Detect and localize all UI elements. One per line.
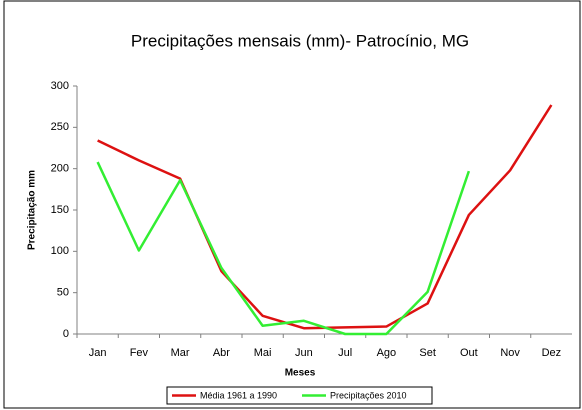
x-tick-label: Fev bbox=[130, 347, 149, 359]
x-tick-label: Nov bbox=[500, 347, 520, 359]
chart-title: Precipitações mensais (mm)- Patrocínio, … bbox=[131, 31, 469, 50]
y-tick-label: 300 bbox=[51, 80, 69, 92]
x-tick-label: Abr bbox=[213, 347, 230, 359]
y-tick-label: 0 bbox=[63, 328, 69, 340]
y-tick-label: 250 bbox=[51, 121, 69, 133]
x-tick-label: Dez bbox=[542, 347, 562, 359]
x-tick-label: Out bbox=[460, 347, 478, 359]
series-line bbox=[96, 161, 471, 336]
x-tick-label: Mai bbox=[254, 347, 272, 359]
y-tick-label: 200 bbox=[51, 163, 69, 175]
y-tick-label: 100 bbox=[51, 245, 69, 257]
x-tick-label: Jul bbox=[338, 347, 352, 359]
x-axis-label: Meses bbox=[285, 368, 316, 379]
y-tick-label: 50 bbox=[57, 287, 69, 299]
x-tick-label: Mar bbox=[171, 347, 190, 359]
legend-label: Precipitações 2010 bbox=[330, 390, 407, 400]
legend-box bbox=[166, 386, 433, 405]
y-axis-label: Precipitação mm bbox=[27, 170, 38, 250]
x-tick-label: Set bbox=[419, 347, 436, 359]
x-tick-label: Ago bbox=[377, 347, 397, 359]
x-tick-label: Jan bbox=[89, 347, 107, 359]
legend-label: Média 1961 a 1990 bbox=[200, 390, 277, 400]
y-tick-label: 150 bbox=[51, 204, 69, 216]
x-tick-label: Jun bbox=[295, 347, 313, 359]
chart-frame bbox=[3, 0, 581, 409]
